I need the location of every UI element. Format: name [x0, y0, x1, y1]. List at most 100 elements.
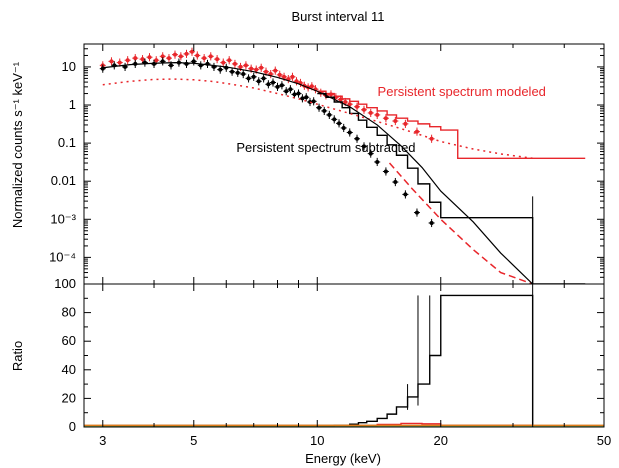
y-tick-label: 10⁻⁴ [49, 249, 76, 264]
step-line [317, 90, 586, 159]
data-point [266, 82, 271, 87]
data-point [429, 220, 434, 225]
data-point [383, 169, 388, 174]
data-point [332, 117, 337, 122]
y-tick-label: 10⁻³ [50, 211, 76, 226]
data-point [154, 58, 159, 63]
panel-frame [83, 43, 605, 285]
y-tick-label: 80 [62, 305, 76, 320]
y-tick-label: 100 [54, 276, 76, 291]
dashed-line [388, 162, 533, 284]
data-point [393, 180, 398, 185]
data-point [254, 67, 259, 72]
plot-area [99, 47, 586, 284]
data-point [241, 72, 246, 77]
data-point [243, 63, 248, 68]
data-point [296, 91, 301, 96]
data-point [173, 52, 178, 57]
y-tick-label: 60 [62, 333, 76, 348]
data-point [125, 58, 130, 63]
data-point [347, 102, 352, 107]
data-point [215, 57, 220, 62]
dotted-line [102, 78, 533, 160]
step-line [102, 294, 534, 427]
data-point [341, 125, 346, 130]
data-point [256, 79, 261, 84]
data-point [368, 151, 373, 156]
data-point [383, 116, 388, 121]
data-point [292, 92, 297, 97]
data-point [133, 56, 138, 61]
data-point [279, 83, 284, 88]
ratio-panel: 0 20 40 60 80 100 [54, 276, 605, 434]
y-axis-title-ratio: Ratio [10, 341, 25, 371]
data-point [403, 121, 408, 126]
data-point [109, 59, 114, 64]
data-point [169, 63, 174, 68]
panel-frame [83, 283, 605, 428]
data-point [230, 69, 235, 74]
x-tick-label: 3 [99, 433, 106, 448]
data-point [368, 110, 373, 115]
data-point [355, 136, 360, 141]
data-point [355, 104, 360, 109]
data-point [327, 112, 332, 117]
data-point [304, 95, 309, 100]
data-point [273, 68, 278, 73]
y-tick-label: 0.1 [58, 135, 76, 150]
data-point [347, 130, 352, 135]
spectrum-panel: 10 1 0.1 0.01 10⁻³ 10⁻⁴ Persistent spectrum mo… [49, 43, 605, 285]
x-tick-label: 5 [190, 433, 197, 448]
data-point [362, 144, 367, 149]
data-point [271, 80, 276, 85]
data-point [178, 54, 183, 59]
data-point [264, 69, 269, 74]
data-point [221, 60, 226, 65]
data-point [294, 79, 299, 84]
data-point [414, 129, 419, 134]
chart-annotation: Persistent spectrum subtracted [236, 140, 415, 155]
plot-area [84, 284, 604, 427]
data-point [117, 60, 122, 65]
data-point [140, 57, 145, 62]
data-point [235, 70, 240, 75]
data-point [261, 76, 266, 81]
data-point [160, 54, 165, 59]
data-point [284, 89, 289, 94]
y-tick-label: 20 [62, 390, 76, 405]
data-point [238, 64, 243, 69]
chart-annotation: Persistent spectrum modeled [378, 84, 546, 99]
y-tick-label: 10 [62, 59, 76, 74]
y-tick-label: 1 [69, 97, 76, 112]
data-point [290, 74, 295, 79]
data-point [246, 76, 251, 81]
data-point [208, 54, 213, 59]
data-point [147, 55, 152, 60]
data-point [189, 49, 194, 54]
data-point [195, 53, 200, 58]
data-point [259, 65, 264, 70]
y-axis-title-spectrum: Normalized counts s⁻¹ keV⁻¹ [10, 61, 25, 228]
chart-title: Burst interval 11 [292, 9, 385, 24]
data-point [362, 107, 367, 112]
model_line-line [102, 61, 534, 284]
data-point [343, 100, 348, 105]
data-point [309, 84, 314, 89]
data-point [227, 58, 232, 63]
data-point [202, 56, 207, 61]
x-tick-label: 50 [597, 433, 611, 448]
data-point [337, 121, 342, 126]
data-point [184, 51, 189, 56]
data-point [275, 84, 280, 89]
data-point [218, 67, 223, 72]
data-point [251, 74, 256, 79]
data-point [403, 192, 408, 197]
data-point [282, 74, 287, 79]
data-point [288, 87, 293, 92]
x-tick-label: 10 [310, 433, 324, 448]
step-line [317, 92, 586, 284]
data-point [249, 66, 254, 71]
data-point [414, 210, 419, 215]
data-point [322, 108, 327, 113]
